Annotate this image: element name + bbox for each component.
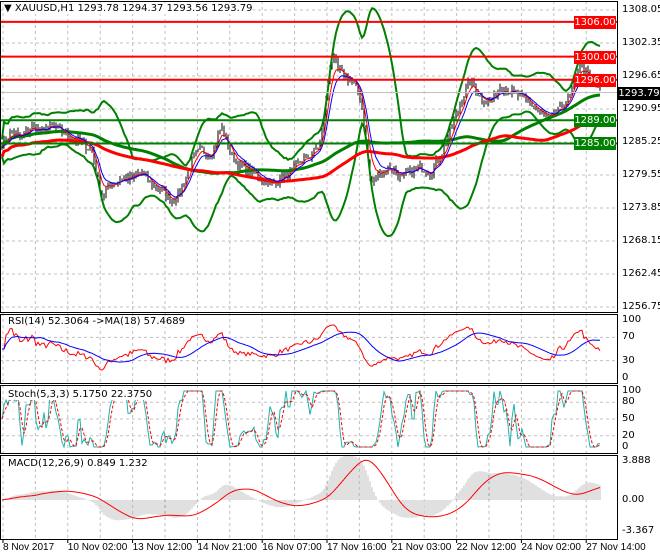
price-axis-tick: 1268.15: [622, 235, 660, 246]
price-axis-tick: 1302.35: [622, 37, 660, 48]
stoch-axis-tick: 100: [622, 385, 642, 396]
panel-border: [0, 314, 618, 384]
macd-axis-tick: -3.367: [622, 525, 655, 536]
symbol-label: XAUUSD,H1: [14, 3, 75, 14]
stoch-axis-tick: 80: [622, 396, 635, 408]
time-axis-label: 10 Nov 02:00: [67, 542, 128, 553]
time-axis-label: 24 Nov 02:00: [521, 542, 581, 553]
stoch-signal-line: [1, 389, 601, 448]
time-axis-label: 16 Nov 07:00: [262, 542, 322, 553]
macd-histogram: [3, 455, 601, 521]
stoch-label: Stoch(5,3,3) 5.1750 22.3750: [8, 389, 153, 400]
macd-label: MACD(12,26,9) 0.849 1.232: [8, 458, 148, 469]
chart-header: ▼ XAUUSD,H1 1293.78 1294.37 1293.56 1293…: [4, 3, 253, 14]
open-value: 1293.78: [77, 3, 119, 14]
level-label: 1296.00: [574, 73, 616, 87]
high-value: 1294.37: [122, 3, 164, 14]
stoch-axis-tick: 0: [622, 441, 629, 452]
panel-border: [0, 385, 618, 454]
rsi-axis-tick: 0: [622, 372, 629, 383]
panel-border: [0, 455, 618, 540]
bollinger-lower: [1, 110, 601, 238]
time-axis-label: 8 Nov 2017: [3, 542, 55, 553]
price-axis-tick: 1262.45: [622, 268, 660, 279]
time-axis-label: 27 Nov 14:00: [586, 542, 646, 553]
time-axis-label: 17 Nov 16:00: [327, 542, 387, 553]
rsi-label: RSI(14) 52.3064 ->MA(18) 57.4689: [8, 316, 185, 327]
price-axis-tick: 1279.55: [622, 169, 660, 180]
price-axis-tick: 1290.95: [622, 103, 660, 114]
low-value: 1293.56: [166, 3, 208, 14]
level-label: 1300.00: [574, 50, 616, 64]
time-axis-label: 22 Nov 12:00: [456, 542, 517, 553]
ma-fast-blue: [1, 73, 601, 198]
panel-border: [0, 1, 618, 313]
level-label: 1306.00: [574, 15, 616, 29]
stoch-main-line: [1, 389, 600, 449]
ma-slow-green: [0, 93, 601, 175]
price-axis-tick: 1308.05: [622, 4, 660, 15]
rsi-ma-line: [2, 331, 601, 363]
price-axis-tick: 1273.85: [622, 202, 660, 213]
time-axis-label: 13 Nov 12:00: [132, 542, 193, 553]
stoch-axis-tick: 20: [622, 429, 635, 441]
rsi-line: [2, 324, 601, 371]
current-price-label: 1293.79: [618, 86, 660, 100]
price-axis-tick: 1256.75: [622, 301, 660, 312]
close-value: 1293.79: [211, 3, 253, 14]
macd-axis-tick: 0.00: [622, 494, 645, 505]
macd-axis-tick: 3.888: [622, 455, 651, 466]
price-axis-tick: 1285.25: [622, 136, 660, 147]
level-label: 1289.00: [574, 114, 616, 128]
ma-slow-red: [0, 114, 601, 184]
dropdown-triangle-icon[interactable]: ▼: [4, 3, 15, 14]
rsi-axis-tick: 30: [622, 354, 635, 366]
macd-signal-line: [1, 459, 601, 520]
time-axis-label: 21 Nov 03:00: [391, 542, 452, 553]
stoch-axis-tick: 50: [622, 413, 635, 424]
price-axis-tick: 1296.65: [622, 70, 660, 81]
time-axis-label: 14 Nov 21:00: [197, 542, 257, 553]
rsi-axis-tick: 70: [622, 331, 635, 343]
level-label: 1285.00: [574, 137, 616, 151]
rsi-axis-tick: 100: [622, 314, 642, 325]
bollinger-upper: [1, 7, 601, 167]
